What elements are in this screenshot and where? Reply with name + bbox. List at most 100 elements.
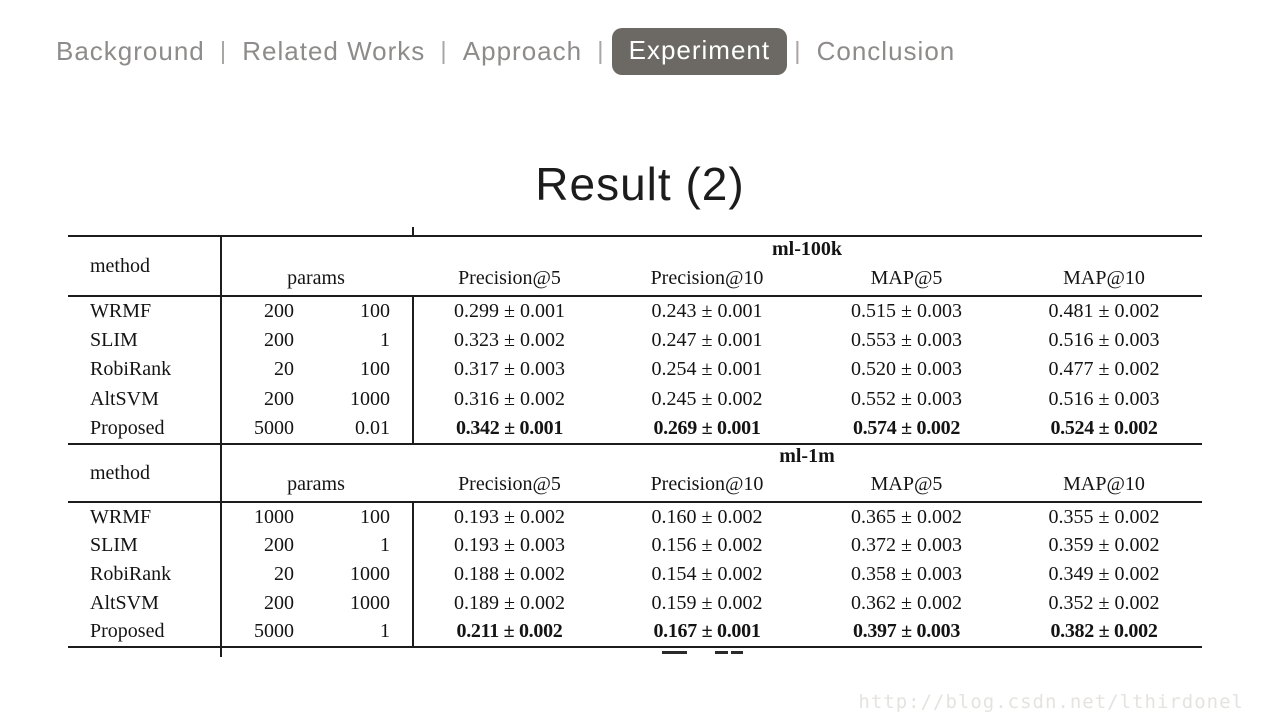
table-row: WRMF 1000 100 0.193 ± 0.002 0.160 ± 0.00… [68,503,1202,532]
table-row-proposed: Proposed 5000 1 0.211 ± 0.002 0.167 ± 0.… [68,617,1202,646]
metric-cell: 0.193 ± 0.003 [454,534,565,557]
metric-cell: 0.362 ± 0.002 [851,591,962,614]
table-row: SLIM 200 1 0.323 ± 0.002 0.247 ± 0.001 0… [68,326,1202,355]
table-header-ml-1m: method ml-1m params Precision@5 Precisio… [68,445,1202,501]
nav-separator: | [440,36,448,65]
method-cell: WRMF [90,505,152,528]
nav-item-experiment-active[interactable]: Experiment [611,27,788,75]
table-body-ml-100k: WRMF 200 100 0.299 ± 0.001 0.243 ± 0.001… [68,297,1202,443]
table-row-proposed: Proposed 5000 0.01 0.342 ± 0.001 0.269 ±… [68,414,1202,443]
nav-item-related-works[interactable]: Related Works [242,35,426,66]
metric-cell: 0.342 ± 0.001 [455,416,564,439]
nav-separator: | [794,36,802,65]
method-cell: RobiRank [90,562,172,585]
metric-cell: 0.159 ± 0.002 [651,591,763,614]
nav-item-conclusion[interactable]: Conclusion [816,35,956,66]
metric-cell: 0.516 ± 0.003 [1048,387,1160,410]
metric-cell: 0.359 ± 0.002 [1048,534,1160,557]
table-rule-section [68,443,1202,445]
metric-cell: 0.189 ± 0.002 [454,591,565,614]
metric-cell: 0.316 ± 0.002 [454,387,565,410]
nav-separator: | [597,36,605,65]
nav-separator: | [219,36,228,65]
metric-cell: 0.397 ± 0.003 [852,620,961,643]
metric-cell: 0.358 ± 0.003 [851,562,962,585]
metric-cell: 0.269 ± 0.001 [653,416,761,439]
metric-cell: 0.188 ± 0.002 [454,562,565,585]
metric-cell: 0.245 ± 0.002 [651,387,763,410]
metric-cell: 0.299 ± 0.001 [454,300,565,323]
method-cell: SLIM [90,329,138,352]
clipped-next-table-remnant [731,651,743,654]
param-cell: 0.01 [355,416,390,439]
param-cell: 200 [264,329,294,352]
metric-cell: 0.254 ± 0.001 [651,358,763,381]
table-row: WRMF 200 100 0.299 ± 0.001 0.243 ± 0.001… [68,297,1202,326]
method-cell: WRMF [90,300,152,323]
param-cell: 1000 [254,505,294,528]
param-cell: 200 [264,534,294,557]
metric-cell: 0.323 ± 0.002 [454,329,565,352]
metric-cell: 0.243 ± 0.001 [651,300,763,323]
table-vline-params-2 [412,501,414,648]
metric-cell: 0.193 ± 0.002 [454,505,565,528]
method-cell: Proposed [90,416,165,439]
clipped-next-table-remnant [662,651,687,654]
table-rule-header2 [68,501,1202,503]
header-method: method [90,461,150,484]
param-cell: 100 [360,300,390,323]
param-cell: 5000 [254,620,294,643]
table-row: AltSVM 200 1000 0.189 ± 0.002 0.159 ± 0.… [68,589,1202,618]
metric-cell: 0.552 ± 0.003 [851,387,962,410]
param-cell: 1000 [350,562,390,585]
param-cell: 20 [274,562,294,585]
nav-item-approach[interactable]: Approach [462,35,583,66]
clipped-next-table-remnant [715,651,728,654]
metric-cell: 0.481 ± 0.002 [1048,300,1160,323]
table-rule-header1 [68,295,1202,297]
table-row: SLIM 200 1 0.193 ± 0.003 0.156 ± 0.002 0… [68,532,1202,561]
table-row: AltSVM 200 1000 0.316 ± 0.002 0.245 ± 0.… [68,385,1202,414]
metric-cell: 0.247 ± 0.001 [651,329,763,352]
header-precision-10: Precision@10 [650,473,764,495]
param-cell: 1 [380,620,390,643]
metric-cell: 0.372 ± 0.003 [851,534,962,557]
metric-cell: 0.156 ± 0.002 [651,534,763,557]
metric-cell: 0.524 ± 0.002 [1050,416,1158,439]
header-params: params [287,473,345,495]
table-rule-bottom [68,646,1202,648]
table-vline-tick-top [412,227,414,235]
watermark-url: http://blog.csdn.net/lthirdonel [858,691,1244,713]
page-title: Result (2) [535,157,745,210]
param-cell: 200 [264,387,294,410]
header-map-10: MAP@10 [1063,266,1145,289]
method-cell: AltSVM [90,387,159,410]
table-rule-top [68,235,1202,237]
nav-item-background[interactable]: Background [56,35,205,66]
param-cell: 1 [380,329,390,352]
param-cell: 200 [264,591,294,614]
metric-cell: 0.520 ± 0.003 [851,358,962,381]
header-precision-5: Precision@5 [458,473,561,495]
param-cell: 1 [380,534,390,557]
metric-cell: 0.365 ± 0.002 [851,505,962,528]
method-cell: SLIM [90,534,138,557]
table-row: RobiRank 20 100 0.317 ± 0.003 0.254 ± 0.… [68,355,1202,384]
metric-cell: 0.352 ± 0.002 [1048,591,1160,614]
header-dataset-ml-100k: ml-100k [772,237,842,260]
header-map-10: MAP@10 [1063,473,1145,495]
metric-cell: 0.167 ± 0.001 [653,620,761,643]
table-vline-method [220,235,222,657]
metric-cell: 0.382 ± 0.002 [1050,620,1158,643]
metric-cell: 0.355 ± 0.002 [1048,505,1160,528]
table-header-ml-100k: method ml-100k params Precision@5 Precis… [68,237,1202,295]
results-table: method ml-100k params Precision@5 Precis… [68,227,1202,665]
metric-cell: 0.317 ± 0.003 [454,358,565,381]
header-params: params [287,266,345,289]
param-cell: 100 [360,505,390,528]
metric-cell: 0.349 ± 0.002 [1048,562,1160,585]
nav-bar: Background | Related Works | Approach | … [56,27,968,75]
header-method: method [90,254,150,277]
header-map-5: MAP@5 [870,473,943,495]
